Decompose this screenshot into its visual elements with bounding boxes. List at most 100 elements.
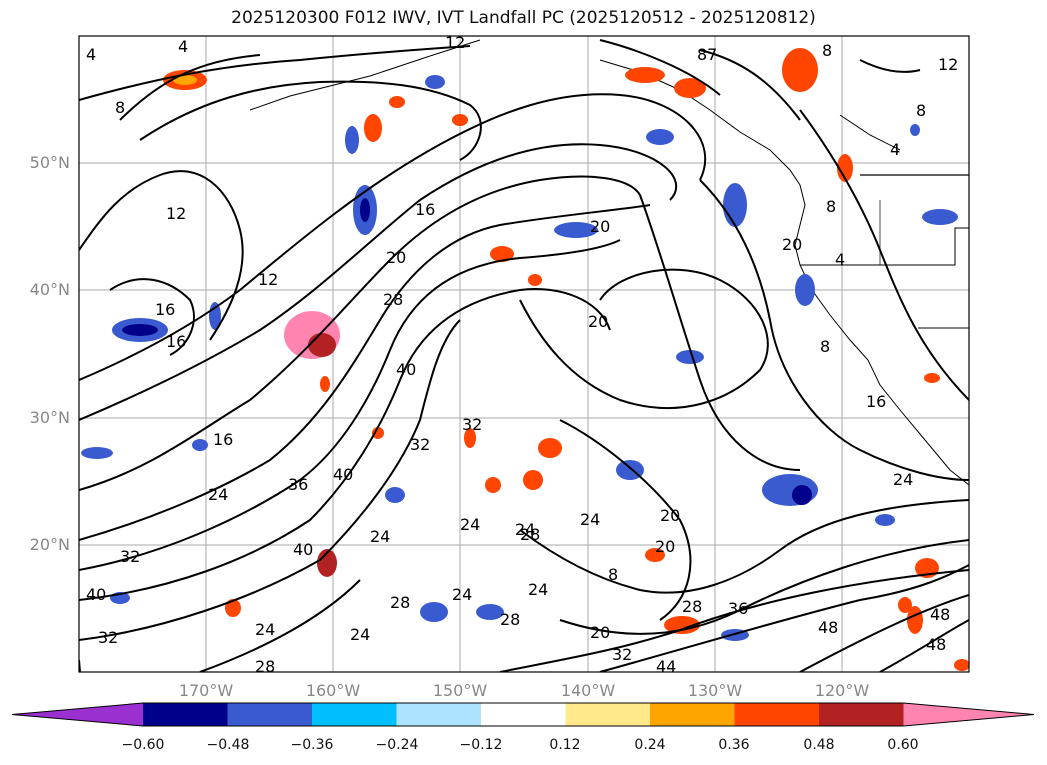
contour-label: 8 <box>916 101 926 120</box>
contour-label: 20 <box>590 623 610 642</box>
colorbar-segment <box>312 703 397 726</box>
contour-label: 8 <box>826 197 836 216</box>
colorbar-tick-label: −0.36 <box>290 737 334 753</box>
contour-label: 28 <box>682 597 702 616</box>
map-title: 2025120300 F012 IWV, IVT Landfall PC (20… <box>231 8 816 28</box>
contour-label: 24 <box>452 585 472 604</box>
contour-label: 32 <box>410 435 430 454</box>
contour-label: 16 <box>166 332 186 351</box>
contour-label: 4 <box>178 37 188 56</box>
contour-label: 20 <box>588 312 608 331</box>
lon-label: 120°W <box>814 681 870 700</box>
contour-label: 8 <box>608 565 618 584</box>
contour-label: 36 <box>288 475 308 494</box>
iwv-contour-labels: 4 4 8 8 12 12 12 16 16 16 16 20 20 20 20… <box>86 33 958 676</box>
contour-label: 12 <box>938 55 958 74</box>
colorbar-tick-label: 0.12 <box>549 737 581 753</box>
contour-label: 16 <box>213 430 233 449</box>
contour-label: 16 <box>155 300 175 319</box>
map-background <box>79 36 969 672</box>
contour-label: 28 <box>255 657 275 676</box>
contour-label: 87 <box>697 45 717 64</box>
contour-label: 40 <box>293 540 313 559</box>
colorbar-outline <box>11 702 1035 727</box>
contour-label: 4 <box>86 45 96 64</box>
contour-label: 48 <box>926 635 946 654</box>
lon-label: 160°W <box>305 681 361 700</box>
contour-label: 4 <box>890 140 900 159</box>
contour-label: 24 <box>208 485 228 504</box>
contour-label: 28 <box>383 290 403 309</box>
lat-label: 50°N <box>29 153 70 172</box>
contour-label: 12 <box>166 204 186 223</box>
contour-label: 24 <box>370 527 390 546</box>
contour-label: 24 <box>255 620 275 639</box>
colorbar-tick-label: 0.24 <box>634 737 666 753</box>
contour-label: 36 <box>728 599 748 618</box>
contour-label: 40 <box>86 585 106 604</box>
contour-label: 16 <box>415 200 435 219</box>
lon-label: 130°W <box>687 681 743 700</box>
lat-label: 20°N <box>29 535 70 554</box>
colorbar <box>11 702 1035 727</box>
colorbar-segment <box>819 703 904 726</box>
colorbar-tick-label: 0.60 <box>887 737 919 753</box>
contour-label: 4 <box>835 250 845 269</box>
lat-label: 40°N <box>29 280 70 299</box>
colorbar-tick-label: −0.48 <box>206 737 250 753</box>
colorbar-segment <box>650 703 735 726</box>
contour-label: 20 <box>386 248 406 267</box>
colorbar-segment <box>396 703 482 726</box>
lat-label: 30°N <box>29 408 70 427</box>
contour-label: 24 <box>893 470 913 489</box>
colorbar-segment <box>565 703 651 726</box>
contour-label: 24 <box>350 625 370 644</box>
contour-label: 20 <box>655 537 675 556</box>
contour-label: 20 <box>660 506 680 525</box>
lon-label: 140°W <box>560 681 616 700</box>
contour-label: 20 <box>590 217 610 236</box>
colorbar-extend-right <box>903 703 1034 726</box>
contour-label: 40 <box>396 360 416 379</box>
colorbar-segment <box>227 703 313 726</box>
colorbar-segment <box>734 703 820 726</box>
contour-label: 12 <box>445 33 465 52</box>
coastline <box>249 39 969 486</box>
contour-label: 20 <box>782 235 802 254</box>
contour-label: 28 <box>500 610 520 629</box>
contour-label: 32 <box>612 645 632 664</box>
colorbar-segment <box>143 703 228 726</box>
contour-label: 32 <box>98 628 118 647</box>
colorbar-tick-label: 0.48 <box>803 737 835 753</box>
contour-label: 40 <box>333 465 353 484</box>
ivt-shading-positive <box>163 48 969 671</box>
contour-label: 44 <box>656 657 676 676</box>
iwv-contours <box>79 39 969 672</box>
contour-label: 24 <box>528 580 548 599</box>
colorbar-segment <box>481 703 566 726</box>
contour-label: 24 <box>460 515 480 534</box>
contour-label: 24 <box>580 510 600 529</box>
contour-label: 24 <box>515 520 535 539</box>
lon-label: 170°W <box>178 681 234 700</box>
colorbar-tick-label: −0.24 <box>375 737 419 753</box>
colorbar-tick-label: 0.36 <box>718 737 750 753</box>
contour-label: 8 <box>820 337 830 356</box>
map-frame <box>78 35 970 673</box>
contour-label: 16 <box>866 392 886 411</box>
contour-label: 48 <box>930 605 950 624</box>
ivt-shading-negative <box>81 75 958 641</box>
colorbar-tick-label: −0.60 <box>121 737 165 753</box>
contour-label: 28 <box>520 525 540 544</box>
lon-label: 150°W <box>432 681 488 700</box>
contour-label: 12 <box>258 270 278 289</box>
contour-label: 8 <box>822 41 832 60</box>
colorbar-tick-label: −0.12 <box>459 737 503 753</box>
colorbar-extend-left <box>12 703 143 726</box>
contour-label: 48 <box>818 618 838 637</box>
contour-label: 32 <box>120 547 140 566</box>
contour-label: 28 <box>390 593 410 612</box>
contour-label: 32 <box>462 415 482 434</box>
contour-label: 8 <box>115 98 125 117</box>
